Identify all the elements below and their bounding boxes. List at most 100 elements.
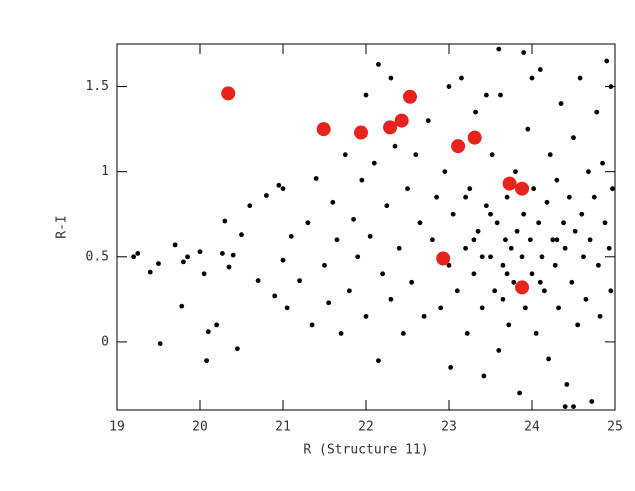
point <box>288 233 294 239</box>
point <box>533 330 539 336</box>
point <box>442 169 448 175</box>
point <box>604 58 610 64</box>
point <box>581 254 586 260</box>
plot-frame <box>116 43 616 411</box>
point <box>483 203 489 209</box>
point <box>562 404 568 409</box>
point <box>546 356 551 362</box>
point <box>527 237 533 243</box>
point <box>226 264 232 270</box>
point <box>508 245 514 251</box>
point <box>554 237 560 243</box>
point <box>135 250 141 256</box>
y-tick-label: 0 <box>101 334 109 349</box>
highlight-point <box>383 120 398 135</box>
point <box>596 262 601 268</box>
point <box>500 296 506 302</box>
point <box>577 75 583 81</box>
point <box>305 220 311 226</box>
point <box>522 305 528 311</box>
point <box>239 232 244 238</box>
point <box>610 186 615 192</box>
point <box>463 245 468 251</box>
point <box>511 279 517 285</box>
x-tick-label: 22 <box>358 420 374 435</box>
point <box>272 293 278 299</box>
point <box>594 109 600 115</box>
point <box>483 92 489 98</box>
point <box>446 262 452 268</box>
point <box>492 288 498 294</box>
point <box>413 152 419 158</box>
point <box>172 242 178 248</box>
point <box>566 194 572 200</box>
point <box>547 152 553 158</box>
y-tick-label: 0.5 <box>86 249 109 264</box>
point <box>536 220 542 226</box>
point <box>488 211 493 217</box>
point <box>575 322 581 328</box>
point <box>583 296 589 302</box>
point <box>529 75 535 81</box>
x-tick-label: 24 <box>524 420 540 435</box>
x-tick-label: 23 <box>441 420 457 435</box>
y-tick-label: 1.5 <box>86 79 109 94</box>
point <box>425 118 431 124</box>
point <box>230 252 236 258</box>
point <box>438 305 444 311</box>
point <box>464 330 470 336</box>
point <box>197 249 203 255</box>
point <box>463 194 468 200</box>
point <box>222 218 228 224</box>
highlight-point <box>502 176 517 191</box>
point <box>448 365 454 370</box>
point <box>363 92 369 98</box>
point <box>606 245 612 251</box>
point <box>380 271 385 277</box>
point <box>496 46 502 52</box>
point <box>571 404 576 409</box>
point <box>500 262 506 268</box>
highlight-point <box>467 130 482 145</box>
point <box>355 254 361 260</box>
point <box>371 160 377 166</box>
point <box>396 245 402 251</box>
highlight-point <box>451 139 466 154</box>
point <box>506 322 512 328</box>
point <box>264 193 269 198</box>
point <box>550 237 556 243</box>
point <box>479 254 485 260</box>
point <box>181 259 186 265</box>
highlight-point <box>436 251 451 266</box>
x-tick-label: 25 <box>607 420 623 435</box>
point <box>475 228 481 234</box>
point <box>558 101 564 106</box>
point <box>504 271 510 277</box>
point <box>454 288 460 294</box>
point <box>587 237 593 243</box>
point <box>247 203 253 209</box>
point <box>597 313 603 319</box>
point <box>471 271 477 277</box>
point <box>498 92 503 98</box>
point <box>157 341 163 347</box>
point <box>531 186 537 192</box>
point <box>471 237 477 243</box>
point <box>521 50 527 55</box>
x-tick-label: 19 <box>109 420 125 435</box>
point <box>479 305 485 311</box>
point <box>359 177 365 183</box>
point <box>284 305 290 311</box>
point <box>514 228 520 234</box>
point <box>388 296 394 302</box>
point <box>561 220 566 226</box>
point <box>147 269 153 275</box>
point <box>517 390 522 396</box>
highlight-point <box>221 86 236 101</box>
point <box>276 182 282 188</box>
point <box>525 126 531 132</box>
point <box>205 329 211 335</box>
point <box>503 237 508 243</box>
point <box>347 288 352 294</box>
